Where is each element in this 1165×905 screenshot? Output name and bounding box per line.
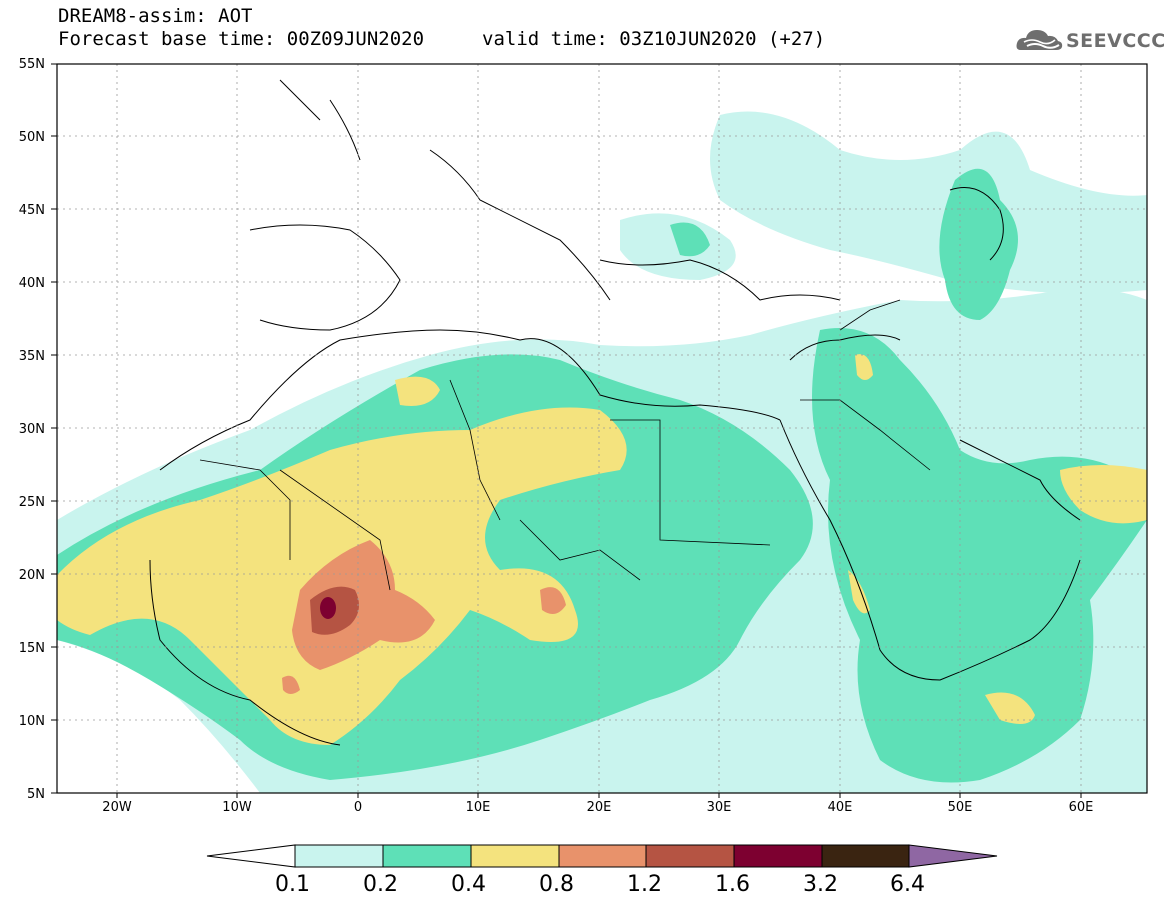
colorbar-segment [821, 844, 910, 868]
x-label: 50E [948, 800, 973, 815]
colorbar-segment [294, 844, 384, 868]
y-label: 40N [19, 276, 45, 291]
colorbar-label: 1.2 [627, 872, 662, 897]
aot-contour-08 [282, 540, 566, 694]
colorbar [206, 844, 998, 868]
aot-contour-16 [320, 597, 336, 619]
map-title: DREAM8-assim: AOT [58, 5, 253, 27]
coastlines [149, 79, 1081, 746]
y-label: 45N [19, 203, 45, 218]
colorbar-segment [558, 844, 647, 868]
cloud-icon [1016, 30, 1063, 50]
y-label: 25N [19, 495, 45, 510]
x-label: 20E [587, 800, 612, 815]
y-label: 15N [19, 641, 45, 656]
x-label: 40E [828, 800, 853, 815]
colorbar-segment [645, 844, 735, 868]
y-axis: 55N 50N 45N 40N 35N 30N 25N 20N 15N 10N … [19, 57, 45, 802]
valid-time: valid time: 03Z10JUN2020 (+27) [482, 28, 826, 50]
y-label: 20N [19, 568, 45, 583]
colorbar-segment-over [908, 844, 998, 868]
colorbar-label: 3.2 [803, 872, 838, 897]
x-label: 30E [707, 800, 732, 815]
y-label: 55N [19, 57, 45, 72]
y-label: 50N [19, 130, 45, 145]
x-label: 10E [466, 800, 491, 815]
y-label: 10N [19, 714, 45, 729]
colorbar-label: 0.4 [451, 872, 486, 897]
logo-text: SEEVCCC [1066, 30, 1165, 52]
colorbar-segment [470, 844, 560, 868]
colorbar-label: 0.1 [275, 872, 310, 897]
forecast-base-time: Forecast base time: 00Z09JUN2020 [58, 28, 425, 50]
y-label: 5N [27, 787, 45, 802]
y-label: 30N [19, 422, 45, 437]
x-label: 0 [354, 800, 362, 815]
x-label: 10W [222, 800, 252, 815]
colorbar-label: 0.8 [539, 872, 574, 897]
colorbar-label: 0.2 [363, 872, 398, 897]
colorbar-segment [733, 844, 823, 868]
colorbar-label: 6.4 [890, 872, 925, 897]
x-axis: 20W 10W 0 10E 20E 30E 40E 50E 60E [102, 800, 1093, 815]
x-label: 60E [1069, 800, 1094, 815]
y-ticks [51, 63, 57, 794]
y-label: 35N [19, 349, 45, 364]
x-ticks [116, 793, 1082, 798]
borders [199, 299, 931, 591]
x-label: 20W [102, 800, 132, 815]
graticule [57, 64, 1147, 793]
colorbar-segment-under [206, 844, 296, 868]
colorbar-label: 1.6 [715, 872, 750, 897]
colorbar-segment [382, 844, 472, 868]
